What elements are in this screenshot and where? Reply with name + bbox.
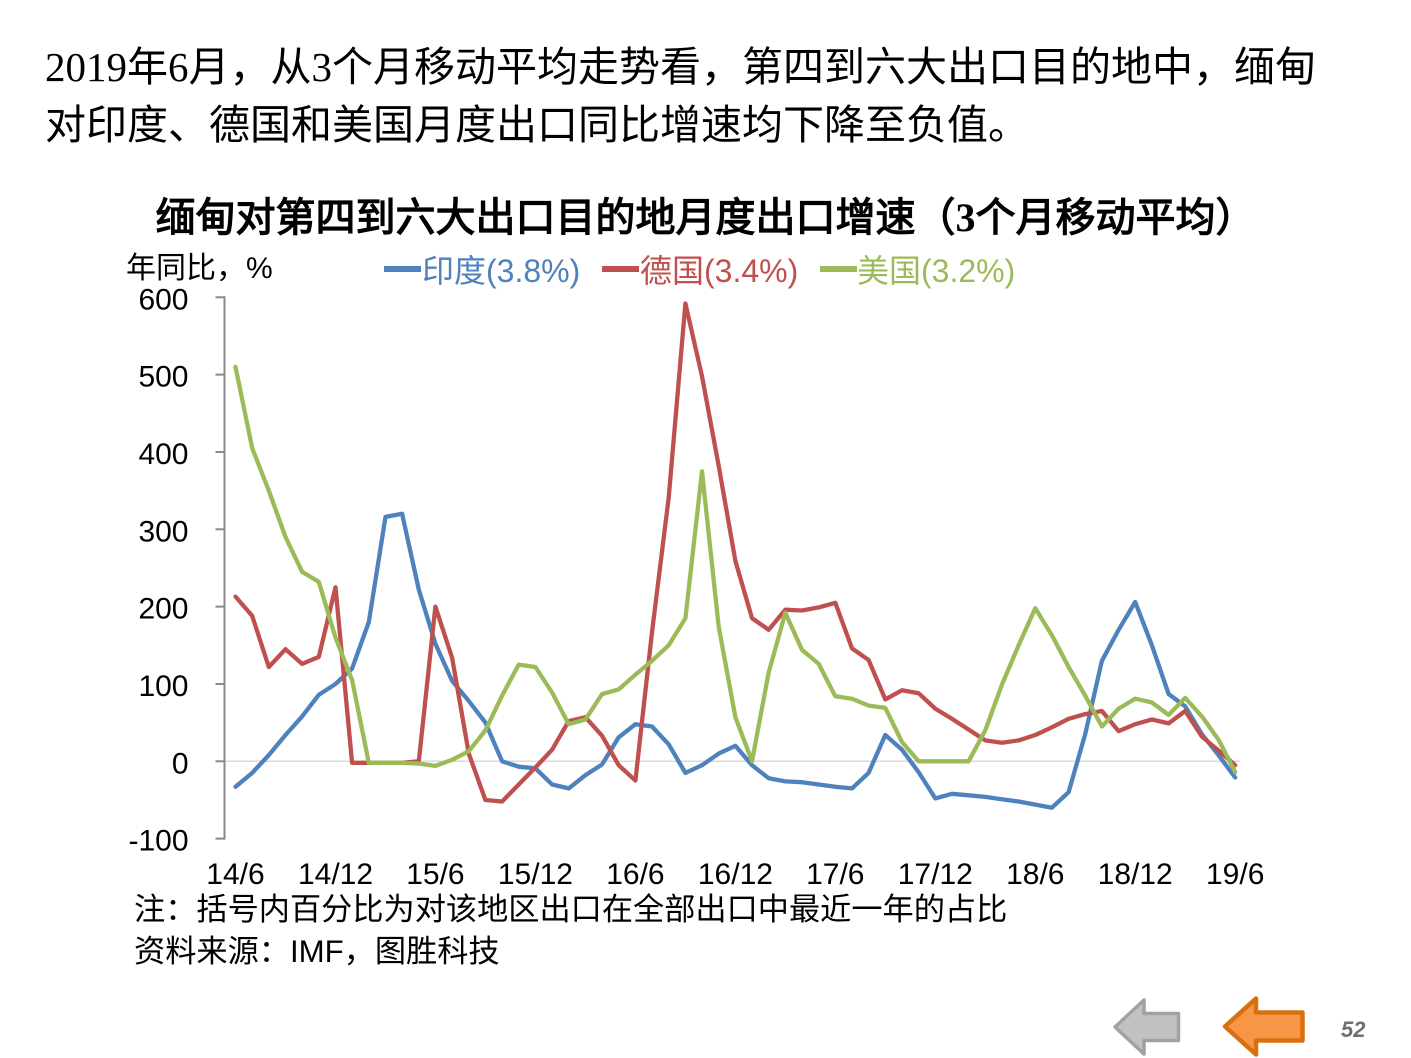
svg-text:19/6: 19/6 (1206, 858, 1264, 891)
svg-text:-100: -100 (128, 825, 188, 858)
svg-text:18/6: 18/6 (1006, 858, 1064, 891)
svg-text:17/6: 17/6 (806, 858, 864, 891)
svg-text:100: 100 (138, 670, 188, 703)
svg-text:500: 500 (138, 361, 188, 394)
svg-text:15/12: 15/12 (498, 858, 573, 891)
svg-text:17/12: 17/12 (898, 858, 973, 891)
svg-text:200: 200 (138, 593, 188, 626)
svg-text:18/12: 18/12 (1098, 858, 1173, 891)
svg-text:300: 300 (138, 515, 188, 548)
svg-text:14/6: 14/6 (206, 858, 264, 891)
svg-text:15/6: 15/6 (406, 858, 464, 891)
svg-text:0: 0 (172, 747, 189, 780)
svg-text:16/6: 16/6 (606, 858, 664, 891)
svg-text:16/12: 16/12 (698, 858, 773, 891)
svg-text:400: 400 (138, 438, 188, 471)
svg-text:14/12: 14/12 (298, 858, 373, 891)
svg-text:600: 600 (138, 283, 188, 316)
